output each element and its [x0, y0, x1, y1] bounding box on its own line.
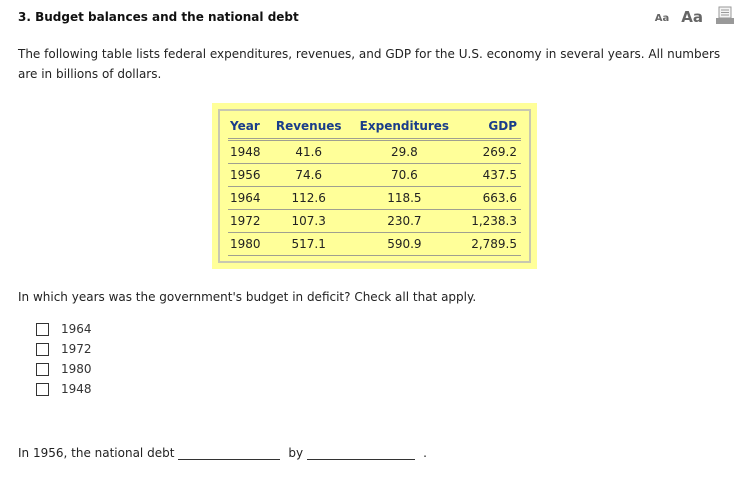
intro-text: The following table lists federal expend…: [18, 47, 721, 81]
cell-revenues: 107.3: [268, 209, 350, 233]
column-header-year: Year: [228, 115, 269, 141]
fill-in-sentence: In 1956, the national debt by .: [18, 444, 427, 460]
column-header-expenditures: Expenditures: [349, 115, 460, 141]
cell-gdp: 663.6: [459, 186, 521, 210]
option-1948[interactable]: 1948: [36, 379, 92, 399]
cell-revenues: 41.6: [268, 139, 350, 164]
cell-revenues: 112.6: [268, 186, 350, 210]
cell-year: 1972: [228, 209, 269, 233]
table-row: 1972 107.3 230.7 1,238.3: [228, 209, 521, 233]
question-title: 3. Budget balances and the national debt: [18, 10, 299, 24]
data-table-container: Year Revenues Expenditures GDP 1948 41.6…: [212, 103, 537, 269]
cell-year: 1948: [228, 139, 269, 164]
cell-gdp: 269.2: [459, 139, 521, 164]
cell-expenditures: 29.8: [349, 139, 460, 164]
checkbox[interactable]: [36, 322, 49, 336]
cell-expenditures: 118.5: [349, 186, 460, 210]
fill-in-suffix: .: [423, 446, 427, 460]
cell-revenues: 517.1: [268, 232, 350, 256]
cell-expenditures: 70.6: [349, 163, 460, 187]
option-label: 1972: [61, 342, 92, 356]
deficit-year-options: 1964 1972 1980 1948: [36, 319, 92, 399]
cell-revenues: 74.6: [268, 163, 350, 187]
font-size-large-button[interactable]: Aa: [681, 8, 703, 26]
option-1980[interactable]: 1980: [36, 359, 92, 379]
font-size-small-button[interactable]: Aa: [654, 13, 670, 24]
data-table-panel: Year Revenues Expenditures GDP 1948 41.6…: [218, 109, 531, 263]
option-1964[interactable]: 1964: [36, 319, 92, 339]
checkbox[interactable]: [36, 342, 49, 356]
option-label: 1980: [61, 362, 92, 376]
column-header-revenues: Revenues: [268, 115, 350, 141]
cell-year: 1956: [228, 163, 269, 187]
cell-gdp: 437.5: [459, 163, 521, 187]
table-row: 1980 517.1 590.9 2,789.5: [228, 232, 521, 256]
data-table: Year Revenues Expenditures GDP 1948 41.6…: [228, 115, 521, 256]
cell-year: 1980: [228, 232, 269, 256]
cell-gdp: 1,238.3: [459, 209, 521, 233]
debt-change-dropdown[interactable]: [178, 444, 281, 460]
cell-expenditures: 230.7: [349, 209, 460, 233]
checkbox[interactable]: [36, 382, 49, 396]
cell-year: 1964: [228, 186, 269, 210]
table-row: 1956 74.6 70.6 437.5: [228, 163, 521, 187]
toolbar: Aa Aa: [655, 6, 735, 26]
fill-in-middle: by: [288, 446, 304, 460]
table-row: 1948 41.6 29.8 269.2: [228, 139, 521, 164]
cell-gdp: 2,789.5: [459, 232, 521, 256]
column-header-gdp: GDP: [459, 115, 521, 141]
checkbox[interactable]: [36, 362, 49, 376]
option-label: 1964: [61, 322, 92, 336]
debt-amount-dropdown[interactable]: [307, 444, 416, 460]
option-label: 1948: [61, 382, 92, 396]
question-text: In which years was the government's budg…: [18, 290, 477, 304]
table-header-row: Year Revenues Expenditures GDP: [228, 115, 521, 141]
print-icon[interactable]: [715, 6, 735, 26]
table-row: 1964 112.6 118.5 663.6: [228, 186, 521, 210]
fill-in-prefix: In 1956, the national debt: [18, 446, 175, 460]
option-1972[interactable]: 1972: [36, 339, 92, 359]
cell-expenditures: 590.9: [349, 232, 460, 256]
